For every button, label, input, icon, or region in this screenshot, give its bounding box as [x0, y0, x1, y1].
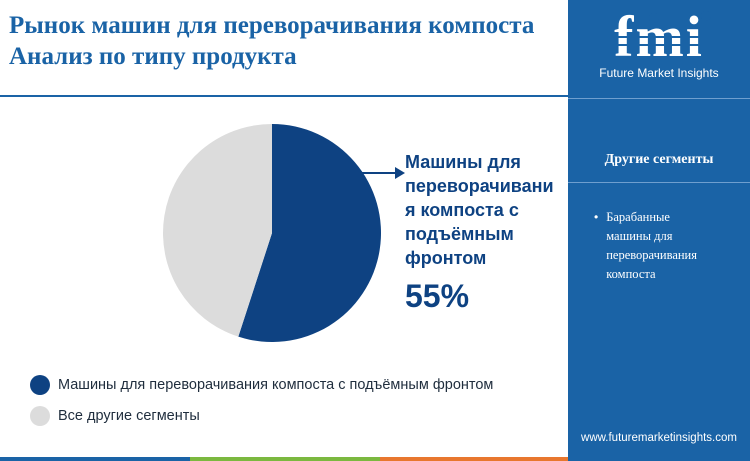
logo-subtitle: Future Market Insights: [599, 66, 719, 80]
bullet-icon: •: [594, 210, 599, 224]
bottom-bar-green: [190, 457, 380, 461]
website-link[interactable]: www.futuremarketinsights.com: [581, 432, 737, 444]
sidebar-heading: Другие сегменты: [604, 152, 714, 167]
main-panel: Рынок машин для переворачивания компоста…: [0, 12, 568, 461]
page-title: Рынок машин для переворачивания компоста…: [9, 12, 535, 70]
pie-slice-1: [163, 124, 272, 337]
sidebar-list-item: • Барабанные машины для переворачивания …: [594, 208, 734, 284]
legend-swatch-light: [30, 406, 50, 426]
sidebar-divider: [568, 182, 750, 183]
legend: Машины для переворачивания компоста с по…: [30, 374, 493, 436]
callout-arrow: [360, 167, 405, 179]
sidebar: fmi Future Market Insights Другие сегмен…: [568, 0, 750, 461]
fmi-logo: fmi: [594, 6, 724, 66]
callout-label: Машины для переворачивани я компоста с п…: [405, 152, 554, 268]
bottom-bar-orange: [380, 457, 568, 461]
legend-swatch-dark: [30, 375, 50, 395]
legend-item-front-lift: Машины для переворачивания компоста с по…: [30, 374, 493, 396]
pie-slice-0: [238, 124, 382, 342]
pie-chart: [163, 124, 405, 342]
legend-label: Все другие сегменты: [58, 408, 200, 424]
callout-value: 55%: [405, 278, 470, 314]
sidebar-item-label: Барабанные машины для переворачивания ко…: [606, 210, 697, 281]
sidebar-divider: [568, 98, 750, 99]
legend-item-other: Все другие сегменты: [30, 405, 493, 427]
bottom-bar-blue: [0, 457, 190, 461]
legend-label: Машины для переворачивания компоста с по…: [58, 377, 494, 393]
title-divider: [0, 95, 568, 97]
